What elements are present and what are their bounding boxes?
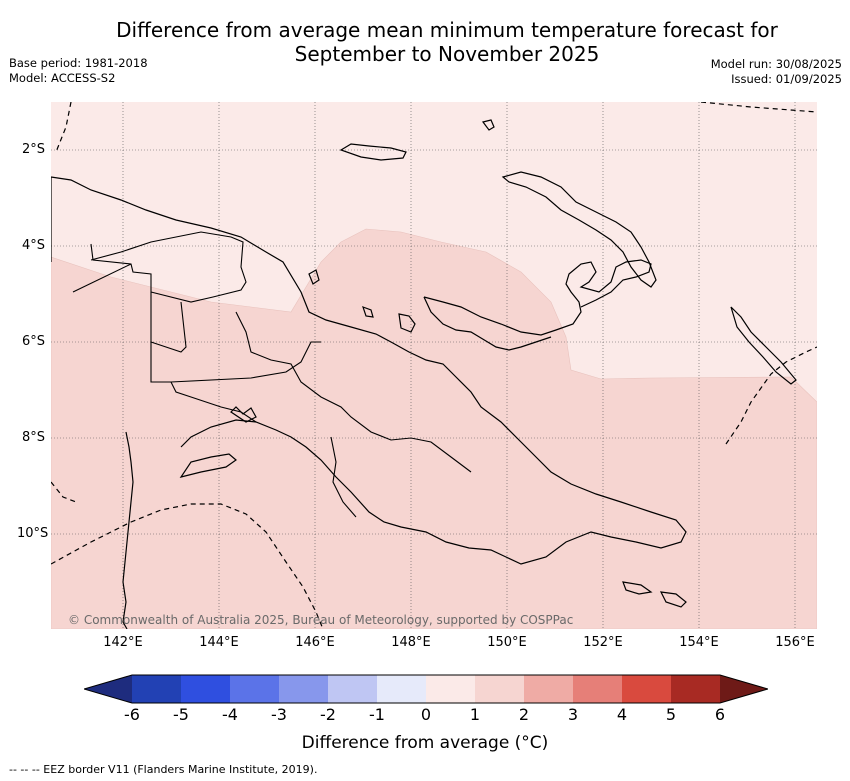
lon-tick-label: 152°E xyxy=(583,635,623,650)
graticule xyxy=(51,102,817,629)
colorbar-min-arrow xyxy=(84,675,132,703)
map-svg xyxy=(51,102,817,629)
lat-tick-label: 8°S xyxy=(21,430,45,445)
colorbar-tick-label: 2 xyxy=(518,705,530,724)
colorbar-segment xyxy=(279,675,328,703)
colorbar-tick-label: -5 xyxy=(173,705,189,724)
colorbar-tick-label: -2 xyxy=(320,705,336,724)
colorbar-tick-label: -6 xyxy=(124,705,140,724)
colorbar-segment xyxy=(181,675,230,703)
colorbar-tick-label: -1 xyxy=(369,705,385,724)
colorbar-title: Difference from average (°C) xyxy=(301,733,549,753)
lon-tick-label: 146°E xyxy=(295,635,335,650)
meta-right: Model run: 30/08/2025 Issued: 01/09/2025 xyxy=(711,57,842,87)
title-line-1: Difference from average mean minimum tem… xyxy=(116,18,778,42)
colorbar-tick-label: 0 xyxy=(420,705,432,724)
map-title: Difference from average mean minimum tem… xyxy=(0,18,850,66)
colorbar-outline xyxy=(84,674,768,704)
base-period: Base period: 1981-2018 xyxy=(9,56,148,70)
colorbar-segment xyxy=(328,675,377,703)
lat-tick-label: 4°S xyxy=(21,238,45,253)
lon-tick-label: 150°E xyxy=(487,635,527,650)
colorbar xyxy=(84,674,768,704)
colorbar-tick-label: 1 xyxy=(469,705,481,724)
anomaly-zone-1-to-2 xyxy=(51,228,817,629)
lon-tick-label: 144°E xyxy=(199,635,239,650)
eez-border xyxy=(51,102,817,629)
colorbar-segment xyxy=(671,675,720,703)
lon-tick-label: 154°E xyxy=(679,635,719,650)
coastlines xyxy=(51,119,797,629)
colorbar-segment xyxy=(573,675,622,703)
lon-tick-label: 142°E xyxy=(103,635,143,650)
colorbar-segment xyxy=(377,675,426,703)
title-line-2: September to November 2025 xyxy=(294,42,600,66)
lon-tick-label: 156°E xyxy=(775,635,815,650)
copyright-notice: © Commonwealth of Australia 2025, Bureau… xyxy=(68,613,574,627)
colorbar-tick-label: 6 xyxy=(714,705,726,724)
lat-tick-label: 10°S xyxy=(17,526,49,541)
colorbar-tick-label: -3 xyxy=(271,705,287,724)
province-borders xyxy=(72,231,472,518)
lat-tick-label: 6°S xyxy=(21,334,45,349)
colorbar-tick-label: 4 xyxy=(616,705,628,724)
colorbar-segment xyxy=(132,675,181,703)
model-run: Model run: 30/08/2025 xyxy=(710,57,842,71)
colorbar-segment xyxy=(230,675,279,703)
colorbar-segment xyxy=(622,675,671,703)
colorbar-segment xyxy=(475,675,524,703)
issued-date: Issued: 01/09/2025 xyxy=(731,72,842,86)
colorbar-tick-label: -4 xyxy=(222,705,238,724)
colorbar-tick-label: 3 xyxy=(567,705,579,724)
lon-tick-label: 148°E xyxy=(391,635,431,650)
colorbar-tick-label: 5 xyxy=(665,705,677,724)
meta-left: Base period: 1981-2018 Model: ACCESS-S2 xyxy=(9,56,148,86)
map-panel xyxy=(51,102,817,629)
colorbar-segment xyxy=(426,675,475,703)
eez-footnote: -- -- -- EEZ border V11 (Flanders Marine… xyxy=(9,763,318,776)
colorbar-segment xyxy=(524,675,573,703)
model-name: Model: ACCESS-S2 xyxy=(9,71,116,85)
lat-tick-label: 2°S xyxy=(21,142,45,157)
colorbar-max-arrow xyxy=(720,675,768,703)
